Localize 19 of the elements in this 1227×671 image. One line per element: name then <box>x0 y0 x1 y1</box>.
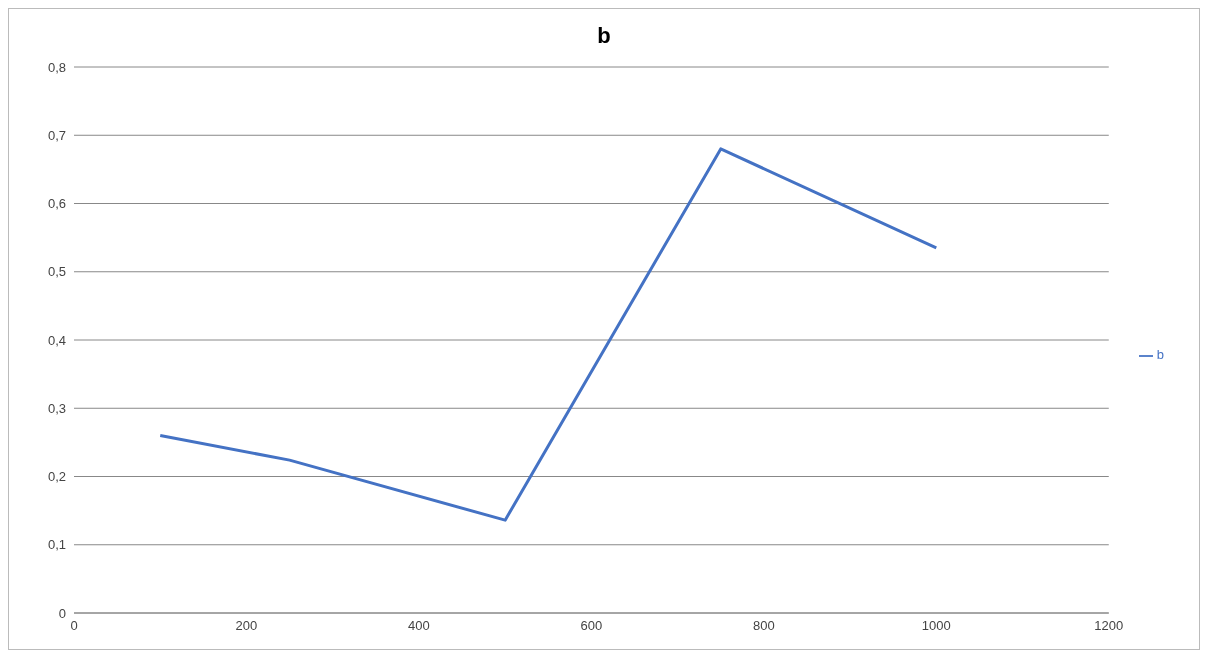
line-series <box>158 147 938 522</box>
y-tick-label: 0,4 <box>47 332 66 348</box>
y-tick-label: 0,2 <box>47 469 66 485</box>
x-tick-label: 1000 <box>921 618 951 634</box>
y-tick-label: 0,5 <box>47 264 66 280</box>
legend-label: b <box>1156 347 1164 363</box>
y-tick-label: 0,8 <box>47 59 66 75</box>
x-tick-label: 200 <box>235 618 258 634</box>
x-tick-label: 1200 <box>1094 618 1124 634</box>
x-tick-label: 600 <box>580 618 603 634</box>
y-tick-label: 0,3 <box>47 400 66 416</box>
chart-title: b <box>596 22 612 50</box>
y-tick-label: 0,1 <box>47 537 66 553</box>
x-tick-label: 800 <box>752 618 775 634</box>
y-tick-label: 0,7 <box>47 127 66 143</box>
y-tick-label: 0,6 <box>47 196 66 212</box>
x-tick-label: 400 <box>408 618 430 634</box>
x-tick-label: 0 <box>70 618 78 634</box>
y-tick-label: 0 <box>58 605 66 621</box>
